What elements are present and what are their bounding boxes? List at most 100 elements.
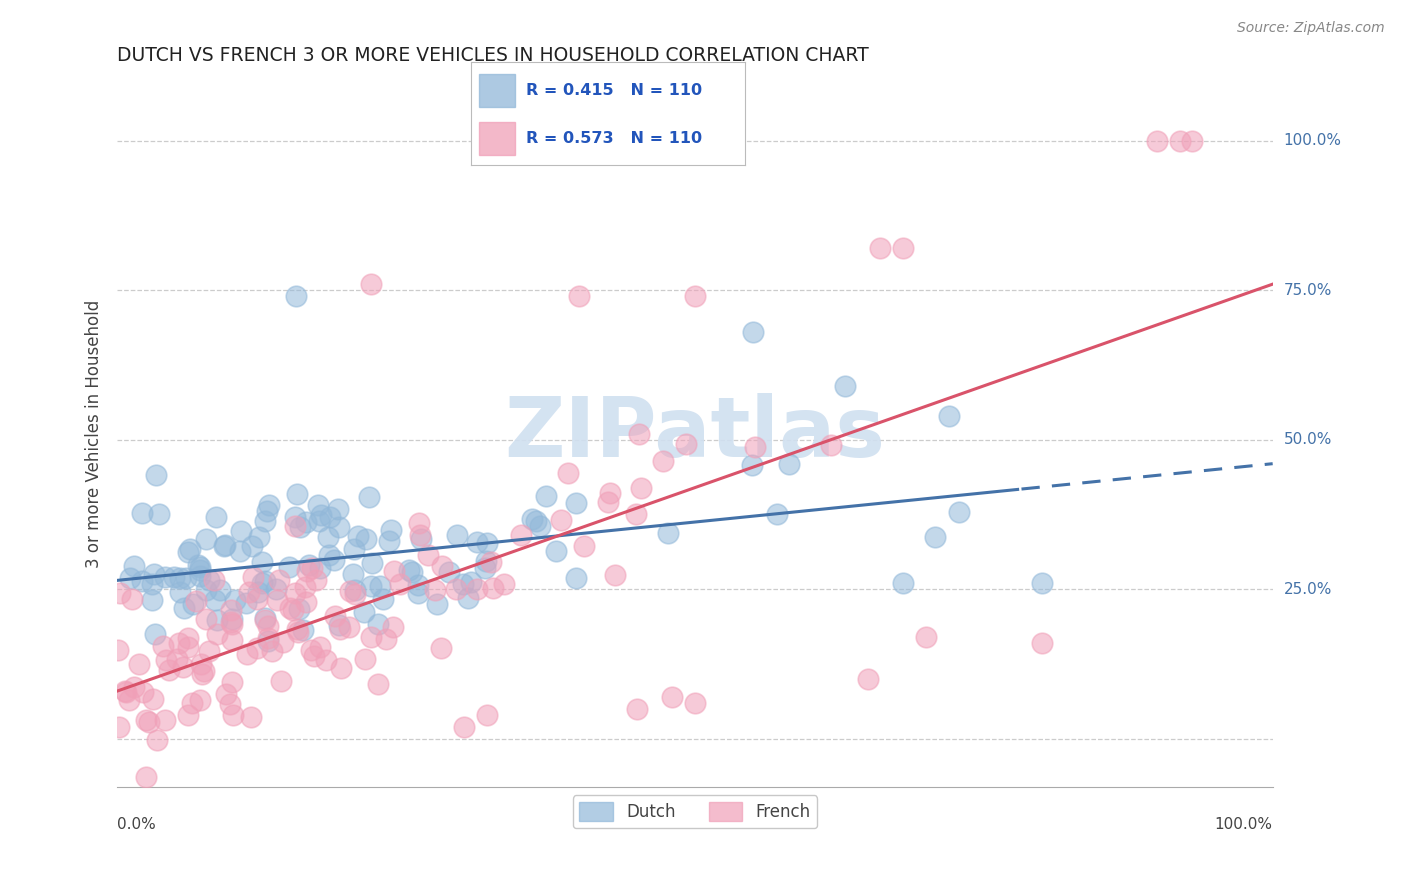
Point bbox=[254, 611, 277, 625]
Point bbox=[343, 542, 366, 557]
Point bbox=[257, 631, 280, 645]
Point bbox=[205, 627, 228, 641]
Point bbox=[603, 567, 626, 582]
Point bbox=[429, 641, 451, 656]
Point bbox=[122, 559, 145, 574]
Point bbox=[224, 593, 246, 607]
Point bbox=[190, 657, 212, 672]
Point bbox=[557, 466, 579, 480]
Point bbox=[675, 437, 697, 451]
Point bbox=[198, 573, 221, 587]
Point bbox=[398, 563, 420, 577]
Point bbox=[343, 586, 366, 600]
Point bbox=[235, 596, 257, 610]
Point bbox=[135, 713, 157, 727]
Point bbox=[221, 617, 243, 632]
Point bbox=[550, 513, 572, 527]
Point bbox=[834, 379, 856, 393]
Point bbox=[361, 557, 384, 571]
Point bbox=[360, 277, 382, 292]
Point bbox=[169, 571, 191, 585]
Point bbox=[283, 603, 305, 617]
Point bbox=[195, 612, 218, 626]
Point bbox=[202, 574, 225, 588]
Point bbox=[288, 520, 311, 534]
Point bbox=[250, 555, 273, 569]
Point bbox=[432, 558, 454, 573]
Point bbox=[172, 659, 194, 673]
Point bbox=[284, 510, 307, 524]
Point bbox=[152, 639, 174, 653]
Point bbox=[330, 660, 353, 674]
Point bbox=[1031, 636, 1053, 650]
Point bbox=[534, 489, 557, 503]
Point bbox=[284, 519, 307, 533]
Point bbox=[360, 631, 382, 645]
Point bbox=[766, 507, 789, 521]
Point bbox=[194, 533, 217, 547]
Point bbox=[891, 576, 914, 591]
Point bbox=[188, 693, 211, 707]
Point bbox=[121, 591, 143, 606]
Point bbox=[267, 574, 290, 588]
Point bbox=[221, 632, 243, 647]
Point bbox=[323, 609, 346, 624]
Bar bbox=[479, 74, 515, 106]
Point bbox=[357, 490, 380, 504]
Point bbox=[891, 241, 914, 255]
Point bbox=[307, 498, 329, 512]
Point bbox=[238, 585, 260, 599]
Point bbox=[329, 622, 352, 636]
Point bbox=[406, 578, 429, 592]
Point bbox=[298, 558, 321, 572]
Text: 100.0%: 100.0% bbox=[1284, 133, 1341, 148]
Point bbox=[271, 635, 294, 649]
Point bbox=[418, 548, 440, 562]
Point bbox=[568, 289, 591, 303]
Point bbox=[208, 582, 231, 597]
Point bbox=[299, 643, 322, 657]
Point bbox=[322, 553, 344, 567]
Point bbox=[295, 594, 318, 608]
Point bbox=[425, 582, 447, 597]
Point bbox=[278, 601, 301, 615]
Point bbox=[630, 482, 652, 496]
Point bbox=[131, 684, 153, 698]
Point bbox=[318, 530, 340, 544]
Point bbox=[188, 560, 211, 574]
Point bbox=[564, 570, 586, 584]
Point bbox=[187, 558, 209, 573]
Point bbox=[318, 509, 340, 524]
Point bbox=[326, 501, 349, 516]
Point bbox=[153, 569, 176, 583]
Point bbox=[247, 530, 270, 544]
Point bbox=[247, 585, 270, 599]
Point bbox=[938, 409, 960, 423]
Point bbox=[308, 514, 330, 528]
Point bbox=[1181, 134, 1204, 148]
Point bbox=[626, 702, 648, 716]
Point bbox=[347, 529, 370, 543]
Point bbox=[266, 593, 288, 607]
Point bbox=[135, 770, 157, 784]
Point bbox=[166, 652, 188, 666]
Point bbox=[195, 583, 218, 598]
Point bbox=[342, 567, 364, 582]
Point bbox=[235, 648, 257, 662]
Text: DUTCH VS FRENCH 3 OR MORE VEHICLES IN HOUSEHOLD CORRELATION CHART: DUTCH VS FRENCH 3 OR MORE VEHICLES IN HO… bbox=[117, 46, 869, 65]
Point bbox=[177, 545, 200, 559]
Point bbox=[143, 567, 166, 582]
Point bbox=[246, 640, 269, 655]
Text: ZIPatlas: ZIPatlas bbox=[505, 393, 886, 475]
Point bbox=[741, 458, 763, 473]
Point bbox=[328, 519, 350, 533]
Point bbox=[141, 577, 163, 591]
Point bbox=[741, 325, 763, 339]
Point bbox=[285, 622, 308, 636]
Point bbox=[598, 495, 620, 509]
Point bbox=[294, 581, 316, 595]
Point bbox=[354, 532, 377, 546]
Text: R = 0.573   N = 110: R = 0.573 N = 110 bbox=[526, 131, 702, 146]
Point bbox=[453, 720, 475, 734]
Point bbox=[661, 690, 683, 704]
